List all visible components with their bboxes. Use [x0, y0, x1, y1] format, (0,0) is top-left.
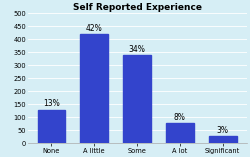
Text: 3%: 3% [217, 125, 229, 135]
Text: 13%: 13% [43, 100, 60, 108]
Bar [209, 135, 236, 143]
Bar [38, 110, 66, 143]
Text: 34%: 34% [129, 45, 146, 54]
Title: Self Reported Experience: Self Reported Experience [72, 3, 202, 12]
Bar [166, 123, 194, 143]
Bar [123, 55, 151, 143]
Bar [80, 34, 108, 143]
Text: 42%: 42% [86, 24, 103, 33]
Text: 8%: 8% [174, 113, 186, 122]
